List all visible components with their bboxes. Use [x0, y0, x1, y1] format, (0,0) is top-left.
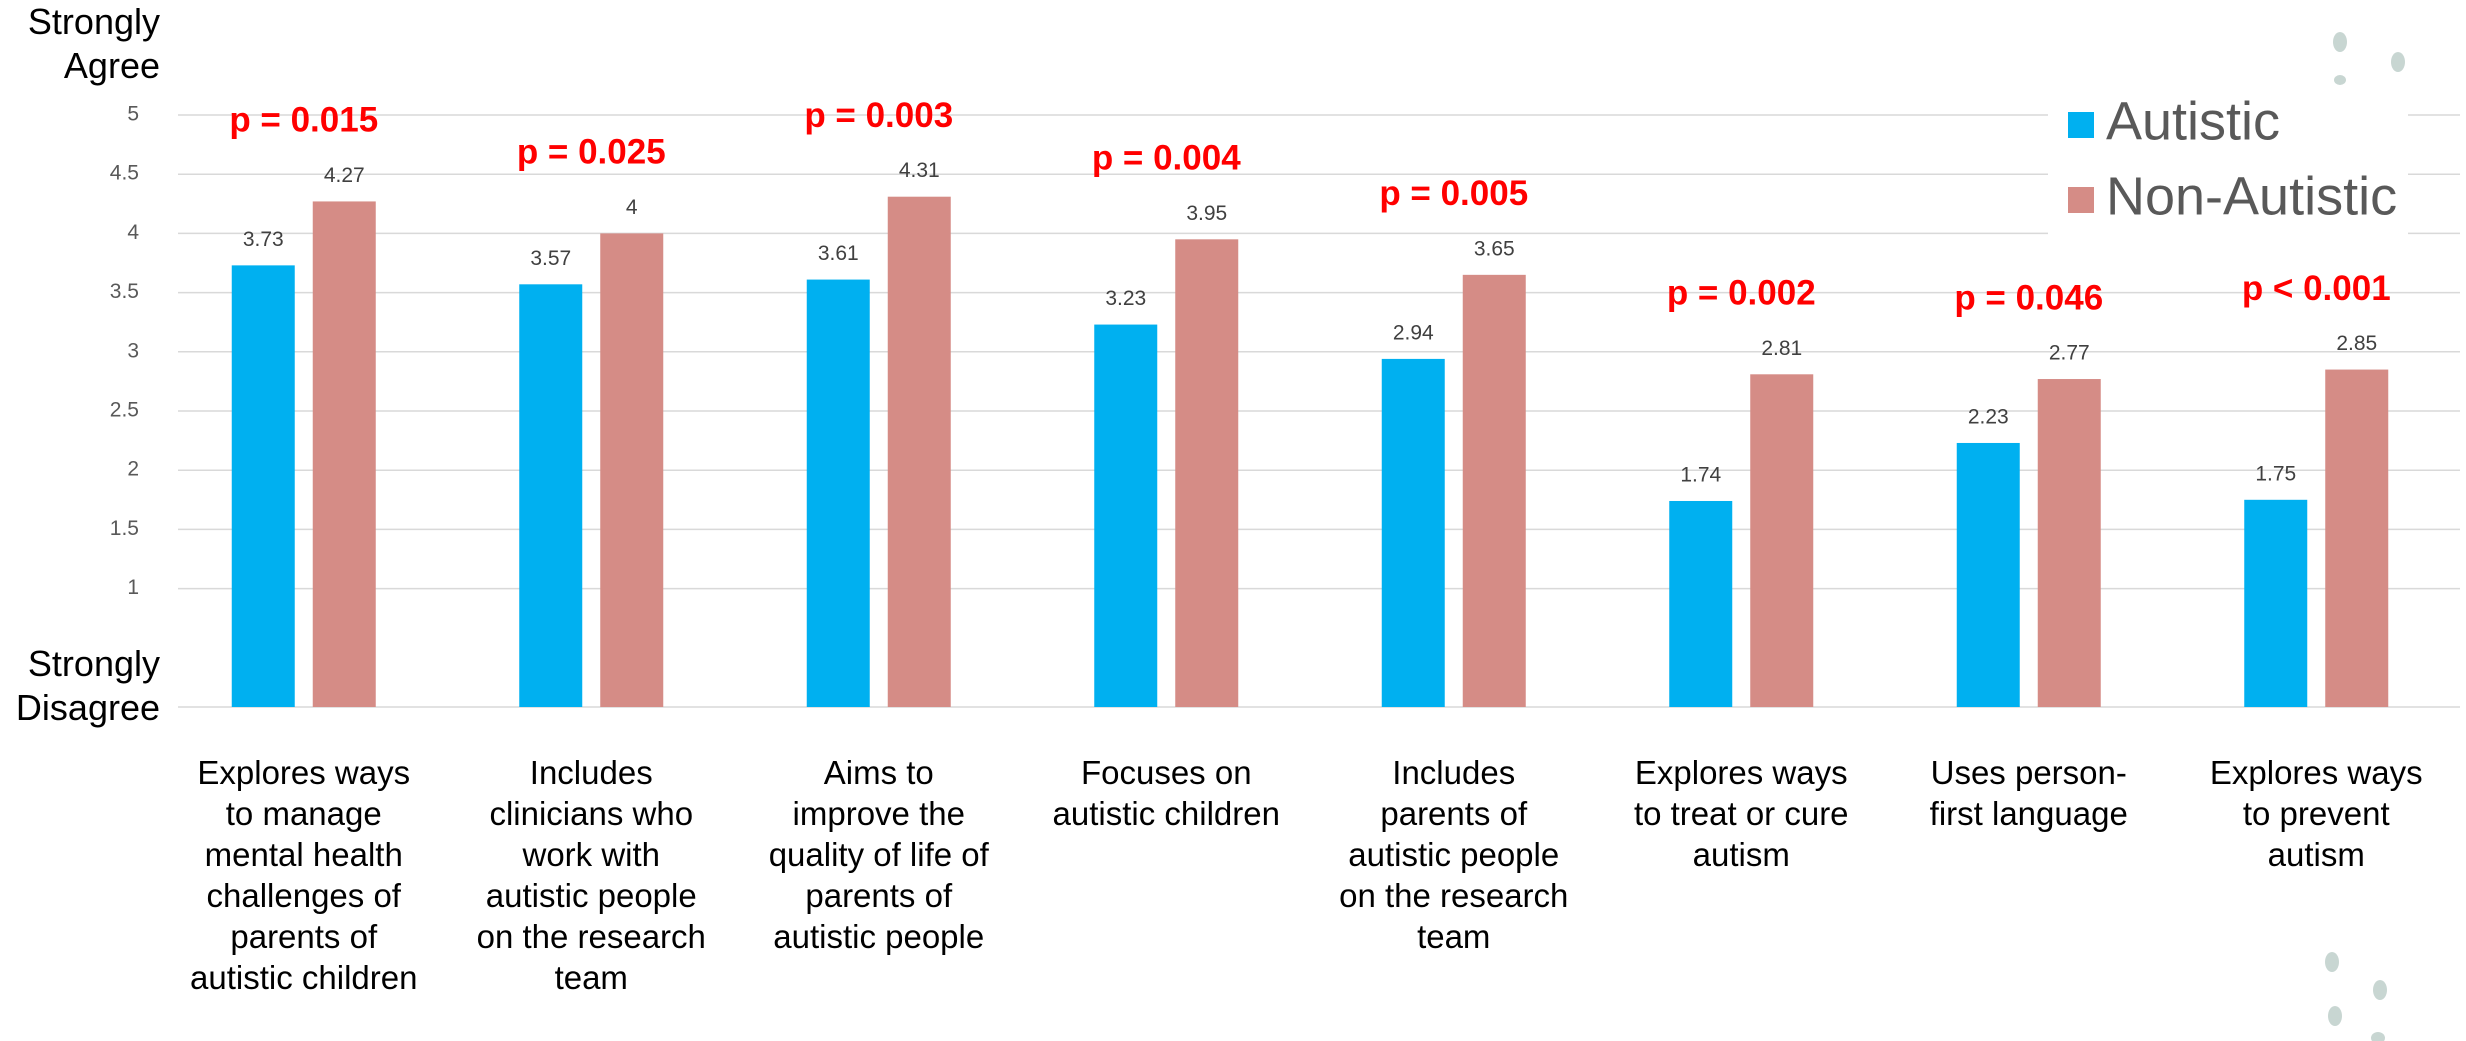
- y-tick-label: 1.5: [110, 517, 139, 540]
- value-label: 3.57: [530, 247, 571, 270]
- value-label: 2.85: [2336, 332, 2377, 355]
- y-tick-label: 4.5: [110, 162, 139, 185]
- bar: [1381, 358, 1445, 707]
- p-value: p = 0.015: [229, 101, 378, 140]
- bar: [231, 265, 295, 707]
- value-label: 3.23: [1105, 287, 1146, 310]
- legend-label: Autistic: [2106, 91, 2280, 151]
- legend-swatch: [2068, 187, 2094, 213]
- top-annotation: Strongly Agree: [27, 1, 160, 86]
- y-tick-label: 2.5: [110, 399, 139, 422]
- bar: [1462, 274, 1526, 707]
- p-value: p = 0.025: [517, 133, 666, 172]
- p-value: p = 0.003: [804, 96, 953, 135]
- x-tick-label: Uses person-first language: [1929, 754, 2128, 832]
- x-tick-label: Explores ways to treat or cure autism: [1633, 754, 1849, 873]
- bar: [1750, 374, 1814, 707]
- y-tick-label: 3.5: [110, 280, 139, 303]
- y-tick-label: 2: [127, 458, 139, 481]
- p-value: p = 0.046: [1954, 278, 2103, 317]
- value-label: 3.61: [818, 242, 859, 265]
- value-label: 1.75: [2255, 462, 2296, 485]
- bottom-annotation: Strongly Disagree: [15, 643, 160, 728]
- x-tick-label: Includes parents of autistic people on t…: [1339, 754, 1569, 955]
- bar: [2037, 379, 2101, 707]
- bar: [887, 196, 951, 708]
- y-tick-label: 1: [127, 576, 139, 599]
- y-tick-label: 3: [127, 339, 139, 362]
- bar: [600, 233, 664, 707]
- value-label: 3.95: [1186, 202, 1227, 225]
- y-tick-label: 5: [127, 103, 139, 126]
- bar: [1175, 239, 1239, 707]
- legend-background: [2048, 87, 2408, 237]
- value-label: 2.81: [1761, 337, 1802, 360]
- value-label: 1.74: [1680, 464, 1721, 487]
- legend-label: Non-Autistic: [2106, 166, 2397, 226]
- bar: [1956, 442, 2020, 707]
- p-value: p = 0.002: [1667, 274, 1816, 313]
- bar: [2325, 369, 2389, 707]
- bar: [2244, 499, 2308, 707]
- x-tick-label: Explores ways to prevent autism: [2209, 754, 2423, 873]
- value-label: 2.23: [1968, 406, 2009, 429]
- p-value: p < 0.001: [2242, 269, 2391, 308]
- legend: Autistic Non-Autistic: [2048, 87, 2408, 237]
- value-label: 4: [626, 196, 638, 219]
- value-label: 4.27: [324, 164, 365, 187]
- value-label: 3.73: [243, 228, 284, 251]
- y-tick-label: 4: [127, 221, 139, 244]
- bar: [1094, 324, 1158, 707]
- bar: [806, 279, 870, 707]
- value-label: 4.31: [899, 159, 940, 182]
- value-label: 3.65: [1474, 237, 1515, 260]
- x-tick-label: Includes clinicians who work with autist…: [476, 754, 706, 996]
- p-value: p = 0.004: [1092, 139, 1241, 178]
- legend-swatch: [2068, 112, 2094, 138]
- x-tick-label: Explores ways to manage mental health ch…: [190, 754, 418, 996]
- bar: [1669, 500, 1733, 707]
- x-tick-label: Aims to improve the quality of life of p…: [768, 754, 989, 955]
- value-label: 2.94: [1393, 321, 1434, 344]
- bar: [519, 284, 583, 707]
- x-tick-label: Focuses on autistic children: [1052, 754, 1280, 832]
- decoration: [2325, 32, 2405, 1041]
- value-label: 2.77: [2049, 342, 2090, 365]
- bar: [312, 201, 376, 707]
- p-value: p = 0.005: [1379, 174, 1528, 213]
